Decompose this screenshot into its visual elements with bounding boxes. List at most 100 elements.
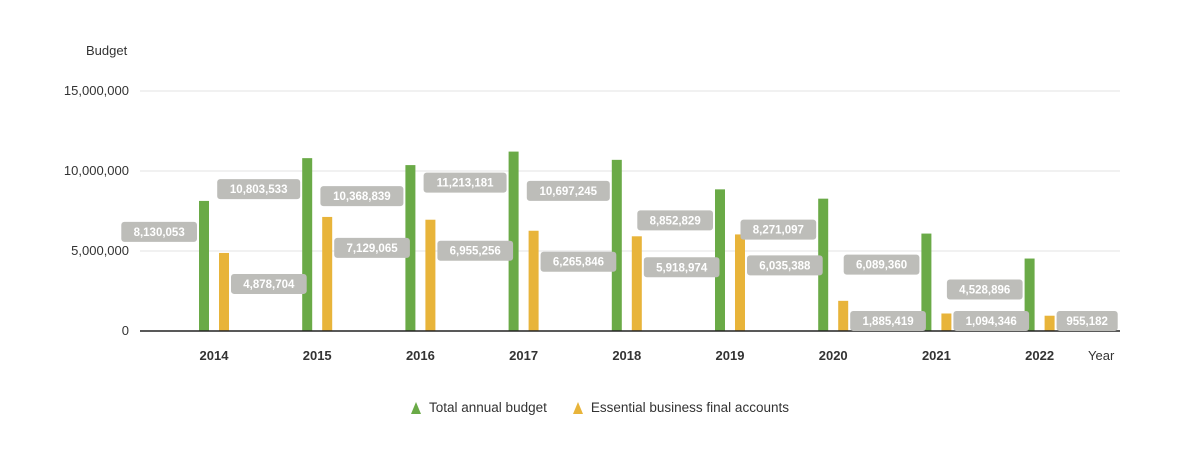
bar-essential-accounts[interactable] [425, 219, 436, 331]
bar-total-budget[interactable] [405, 165, 416, 331]
data-label: 6,955,256 [437, 240, 514, 261]
data-label-box [747, 255, 823, 276]
x-tick-label: 2015 [303, 348, 332, 363]
data-label-text: 1,094,346 [966, 316, 1017, 328]
data-label-text: 10,368,839 [333, 191, 391, 203]
data-label-text: 4,528,896 [959, 285, 1010, 297]
y-tick-label: 15,000,000 [64, 83, 129, 98]
data-label-text: 11,213,181 [437, 178, 495, 190]
data-label-text: 8,852,829 [650, 215, 701, 227]
data-label-box [217, 179, 301, 200]
x-tick-label: 2016 [406, 348, 435, 363]
data-label: 10,368,839 [320, 186, 404, 207]
data-label-box [437, 240, 514, 261]
data-label-box [946, 279, 1023, 300]
data-label-text: 8,130,053 [134, 227, 185, 239]
data-label: 1,885,419 [850, 311, 926, 331]
x-tick-label: 2018 [612, 348, 641, 363]
bar-total-budget[interactable] [1024, 258, 1035, 331]
bar-total-budget[interactable] [199, 200, 209, 331]
grid-lines [140, 90, 1120, 252]
bar-essential-accounts[interactable] [838, 300, 849, 331]
data-label: 8,271,097 [740, 219, 817, 240]
data-label-text: 8,271,097 [753, 225, 804, 237]
data-label-box [526, 180, 610, 201]
data-labels: 8,130,053 10,803,533 10,368,839 11,213,181 1… [121, 172, 1118, 331]
bar-total-budget[interactable] [715, 189, 725, 331]
data-label: 6,089,360 [843, 254, 920, 275]
data-label: 11,213,181 [423, 172, 507, 193]
bar-essential-accounts[interactable] [1044, 315, 1055, 331]
data-label-box [953, 311, 1030, 331]
data-label: 7,129,065 [334, 237, 410, 258]
data-label-box [643, 257, 720, 278]
data-label-text: 6,265,846 [553, 257, 604, 269]
data-label-text: 7,129,065 [346, 243, 398, 255]
data-label-text: 10,697,245 [540, 186, 598, 198]
data-label-text: 1,885,419 [862, 316, 913, 328]
triangle-icon [572, 401, 583, 414]
data-label: 8,852,829 [637, 210, 713, 231]
legend-item-total-budget[interactable]: Total annual budget [411, 400, 547, 415]
data-label-box [540, 251, 617, 272]
y-axis-ticks: 0 5,000,000 10,000,000 15,000,000 [64, 83, 129, 338]
data-label-text: 955,182 [1066, 316, 1108, 328]
data-label: 10,803,533 [217, 179, 301, 200]
data-label-text: 6,089,360 [856, 260, 907, 272]
bar-essential-accounts[interactable] [219, 252, 229, 331]
x-axis-title: Year [1088, 348, 1115, 363]
bar-essential-accounts[interactable] [528, 230, 539, 331]
data-label: 5,918,974 [643, 257, 720, 278]
data-label-box [334, 237, 410, 258]
x-tick-label: 2014 [200, 348, 230, 363]
bar-essential-accounts[interactable] [322, 216, 333, 331]
x-tick-label: 2019 [716, 348, 745, 363]
y-tick-label: 5,000,000 [71, 243, 129, 258]
data-label-box [231, 273, 307, 294]
data-label-box [423, 172, 507, 193]
y-tick-label: 10,000,000 [64, 163, 129, 178]
bar-total-budget[interactable] [818, 198, 829, 331]
data-label-text: 10,803,533 [230, 184, 288, 196]
bar-essential-accounts[interactable] [735, 234, 745, 331]
data-label: 4,878,704 [231, 273, 307, 294]
x-tick-label: 2020 [819, 348, 848, 363]
legend-item-essential-accounts[interactable]: Essential business final accounts [572, 400, 789, 415]
data-label-text: 5,918,974 [656, 262, 708, 274]
legend: Total annual budget Essential business f… [0, 400, 1200, 415]
data-label: 955,182 [1056, 311, 1118, 331]
x-axis-ticks: 2014 2015 2016 2017 2018 2019 2020 2021 2022 [200, 348, 1055, 363]
x-tick-label: 2021 [922, 348, 951, 363]
data-label-box [121, 221, 197, 242]
triangle-icon [411, 401, 421, 414]
data-label-text: 6,035,388 [759, 260, 811, 272]
bars [199, 151, 1055, 331]
data-label-box [850, 311, 926, 331]
bar-total-budget[interactable] [508, 151, 519, 331]
bar-total-budget[interactable] [921, 233, 932, 331]
y-axis-title: Budget [86, 43, 128, 58]
bar-essential-accounts[interactable] [941, 313, 952, 331]
data-label: 8,130,053 [121, 221, 197, 242]
bar-total-budget[interactable] [611, 159, 622, 331]
data-label: 4,528,896 [946, 279, 1023, 300]
data-label: 1,094,346 [953, 311, 1030, 331]
data-label-box [740, 219, 817, 240]
legend-label: Essential business final accounts [590, 400, 789, 415]
bar-total-budget[interactable] [302, 158, 313, 331]
data-label-box [843, 254, 920, 275]
x-tick-label: 2017 [509, 348, 538, 363]
bar-essential-accounts[interactable] [631, 236, 642, 331]
data-label-text: 4,878,704 [243, 279, 295, 291]
data-label: 6,035,388 [747, 255, 823, 276]
legend-label: Total annual budget [429, 400, 547, 415]
x-tick-label: 2022 [1025, 348, 1054, 363]
data-label-box [320, 186, 404, 207]
data-label: 10,697,245 [526, 180, 610, 201]
data-label-text: 6,955,256 [450, 246, 501, 258]
data-label-box [637, 210, 713, 231]
data-label-box [1056, 311, 1118, 331]
y-tick-label: 0 [122, 323, 129, 338]
data-label: 6,265,846 [540, 251, 617, 272]
